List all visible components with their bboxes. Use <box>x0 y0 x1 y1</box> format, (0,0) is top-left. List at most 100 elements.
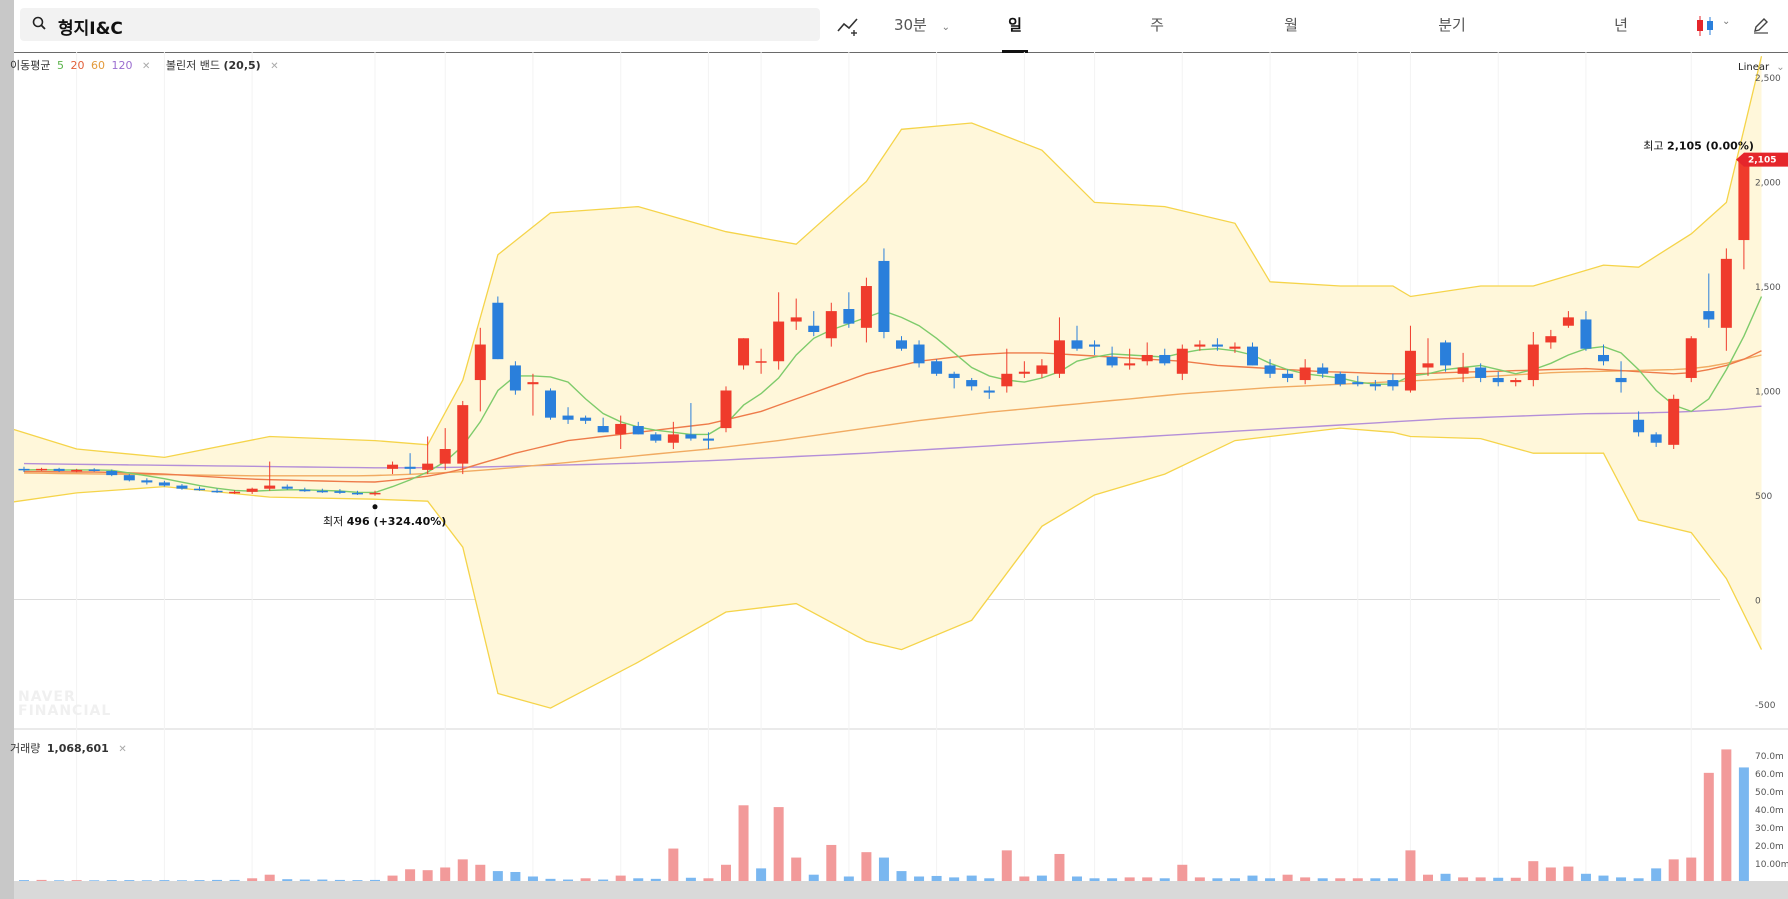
candle <box>71 469 83 472</box>
candle <box>1264 365 1276 374</box>
candle <box>913 344 925 364</box>
volume-bar <box>527 876 538 881</box>
volume-bar <box>1194 877 1205 881</box>
volume-bar <box>475 864 486 881</box>
candle <box>1440 342 1452 366</box>
candle <box>562 415 574 420</box>
candle <box>878 260 890 332</box>
volume-bar <box>1124 877 1135 881</box>
volume-bar <box>580 878 591 881</box>
pencil-icon[interactable] <box>1752 16 1770 34</box>
volume-bar <box>1440 873 1451 881</box>
volume-bar <box>1721 749 1732 881</box>
interval-dropdown[interactable]: 30분 ⌄ <box>887 0 957 52</box>
candle <box>1650 434 1662 443</box>
volume-tick-label: 60.0m <box>1755 770 1784 780</box>
max-annotation: 최고 2,105 (0.00%) <box>1643 140 1754 153</box>
volume-bar <box>1300 877 1311 881</box>
candle <box>1317 367 1329 374</box>
volume-bar <box>1703 772 1714 881</box>
close-icon[interactable]: ✕ <box>118 744 127 755</box>
ma20-line <box>24 350 1762 483</box>
volume-bar <box>492 871 503 881</box>
candle <box>1598 354 1609 362</box>
volume-bar <box>1580 873 1591 881</box>
candle <box>1475 367 1487 378</box>
candle <box>1124 363 1136 366</box>
tab-label: 분기 <box>1438 16 1466 34</box>
candle <box>229 491 241 494</box>
volume-bar <box>615 875 626 881</box>
candle <box>966 380 978 387</box>
y-tick-label: 0 <box>1755 596 1761 606</box>
volume-bar <box>756 868 767 881</box>
candle <box>158 482 170 486</box>
tab-year[interactable]: 년 <box>1608 0 1634 52</box>
candle <box>176 485 188 489</box>
tab-week[interactable]: 주 <box>1144 0 1170 52</box>
candle <box>492 302 504 360</box>
volume-bar <box>878 857 889 881</box>
volume-bar <box>1651 868 1662 881</box>
add-indicator-icon[interactable] <box>836 15 862 37</box>
candle <box>1387 380 1399 387</box>
scale-mode-dropdown[interactable]: Linear ⌄ <box>1738 62 1785 73</box>
volume-bar <box>1475 877 1486 881</box>
stock-name: 형지I&C <box>58 19 123 39</box>
volume-bar <box>1335 878 1346 881</box>
candle <box>632 426 644 435</box>
volume-bar <box>650 878 661 881</box>
candle <box>246 488 258 492</box>
tab-month[interactable]: 월 <box>1278 0 1304 52</box>
candle <box>702 438 714 441</box>
candle <box>1562 317 1574 326</box>
volume-bar <box>738 805 749 881</box>
stock-search-box[interactable]: 형지I&C <box>20 8 820 41</box>
candle <box>1089 344 1101 347</box>
volume-bar <box>282 879 293 881</box>
volume-bar <box>457 859 468 881</box>
tab-day[interactable]: 일 <box>1002 0 1028 53</box>
volume-bar <box>194 880 205 881</box>
volume-bar <box>1212 878 1223 881</box>
candle <box>1106 357 1118 366</box>
volume-bar <box>89 880 100 881</box>
candle <box>88 469 100 471</box>
close-icon[interactable]: ✕ <box>270 61 279 72</box>
candle <box>1422 363 1434 368</box>
volume-bar <box>405 869 416 881</box>
price-chart[interactable]: 2,500 2,000 1,500 1,000 500 0 -500 70.0m 60.0m 50… <box>14 0 1788 899</box>
candle <box>1141 354 1153 362</box>
volume-bar <box>1616 877 1627 881</box>
candle <box>1510 380 1522 383</box>
volume-bar <box>36 879 47 881</box>
candle <box>650 434 662 441</box>
volume-tick-label: 70.0m <box>1755 752 1784 762</box>
volume-bar <box>370 879 380 881</box>
candle <box>825 311 837 339</box>
bollinger-params: (20,5) <box>223 59 261 72</box>
chart-type-dropdown[interactable]: ⌄ <box>1694 14 1734 38</box>
candle <box>264 485 276 489</box>
candle <box>106 470 118 476</box>
volume-bar <box>1738 767 1749 881</box>
volume-bar <box>633 878 644 881</box>
watermark-logo: NAVER FINANCIAL <box>18 690 111 718</box>
volume-bar <box>334 879 345 881</box>
volume-bar <box>1229 878 1240 881</box>
candle <box>141 480 153 483</box>
candle <box>720 390 732 429</box>
volume-bar <box>1282 874 1293 881</box>
volume-bar <box>1633 878 1644 881</box>
volume-label: 거래량 <box>10 742 41 755</box>
candle <box>755 361 767 363</box>
y-tick-label: 500 <box>1755 492 1772 502</box>
close-icon[interactable]: ✕ <box>141 61 151 72</box>
candle <box>1738 159 1750 241</box>
candle <box>545 390 556 418</box>
y-tick-label: -500 <box>1755 701 1776 711</box>
candle <box>316 490 328 493</box>
bollinger-fill <box>14 56 1762 709</box>
candle <box>931 361 943 374</box>
tab-quarter[interactable]: 분기 <box>1432 0 1472 52</box>
